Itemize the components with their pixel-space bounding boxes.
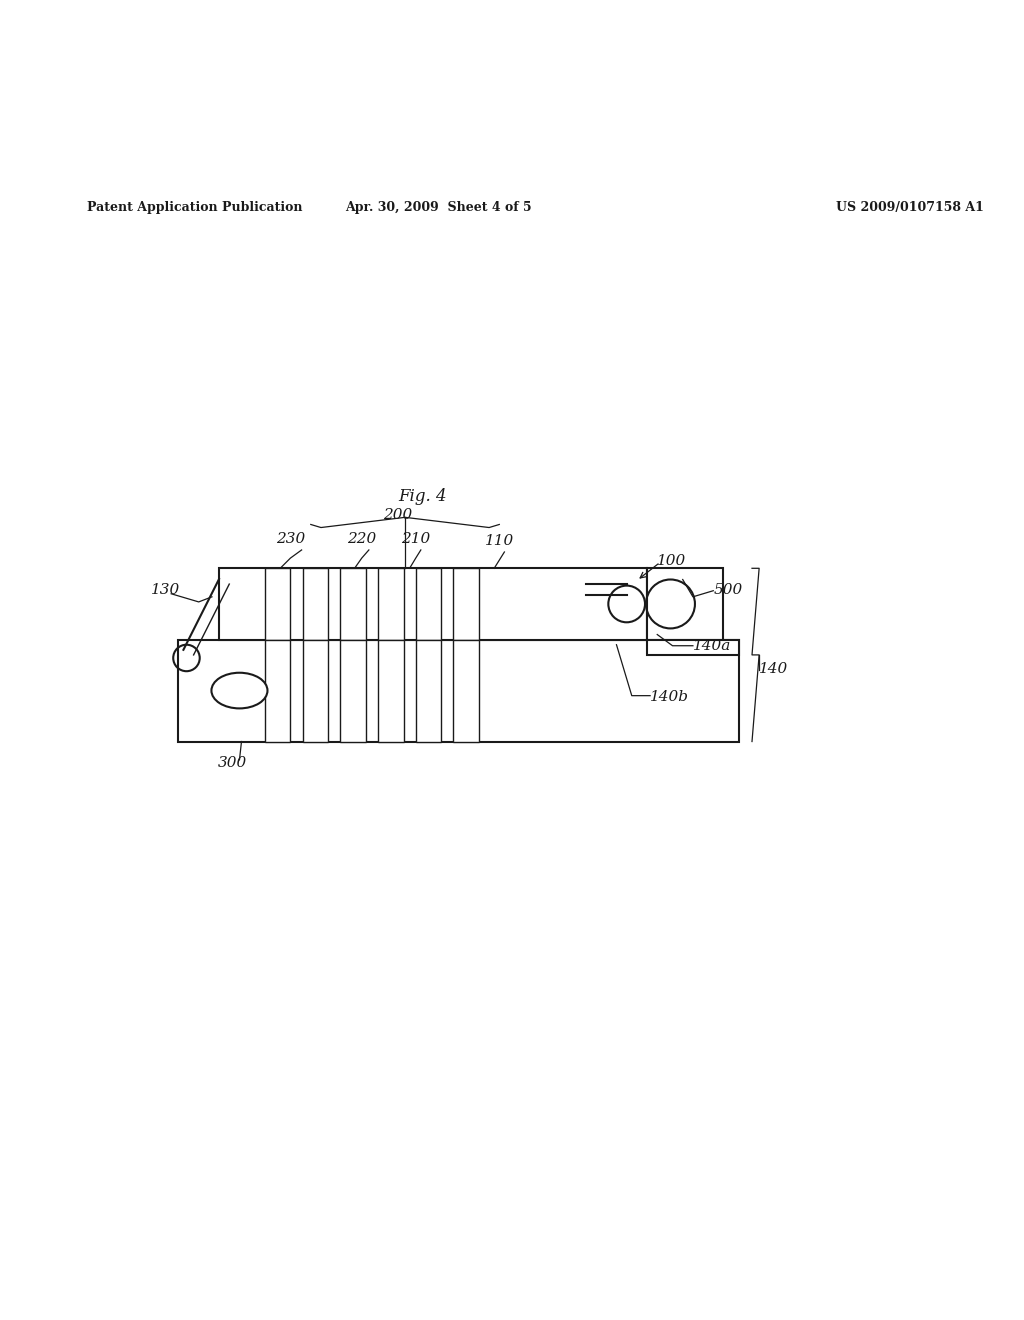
Bar [454,640,479,742]
Bar [454,569,479,640]
Text: 230: 230 [275,532,305,545]
Bar [340,569,366,640]
Bar [265,569,291,640]
Text: 140: 140 [759,663,788,676]
Bar [265,640,291,742]
Text: 500: 500 [714,582,742,597]
Bar [178,640,738,742]
Bar [647,640,738,655]
Bar [416,640,441,742]
Text: 200: 200 [383,508,412,523]
Text: Apr. 30, 2009  Sheet 4 of 5: Apr. 30, 2009 Sheet 4 of 5 [345,201,531,214]
Text: 140a: 140a [693,639,731,653]
Text: Patent Application Publication: Patent Application Publication [87,201,302,214]
Bar [340,640,366,742]
Bar [219,569,647,640]
Text: US 2009/0107158 A1: US 2009/0107158 A1 [836,201,983,214]
Bar [303,569,328,640]
Bar [378,569,403,640]
Bar [647,569,724,640]
Text: Fig. 4: Fig. 4 [398,488,447,506]
Bar [303,640,328,742]
Text: 300: 300 [218,756,247,770]
Text: 210: 210 [401,532,430,545]
Text: 140b: 140b [650,690,689,704]
Bar [378,640,403,742]
Bar [416,569,441,640]
Text: 110: 110 [484,533,514,548]
Text: 130: 130 [151,582,180,597]
Text: 100: 100 [657,554,686,568]
Ellipse shape [211,673,267,709]
Text: 220: 220 [347,532,377,545]
